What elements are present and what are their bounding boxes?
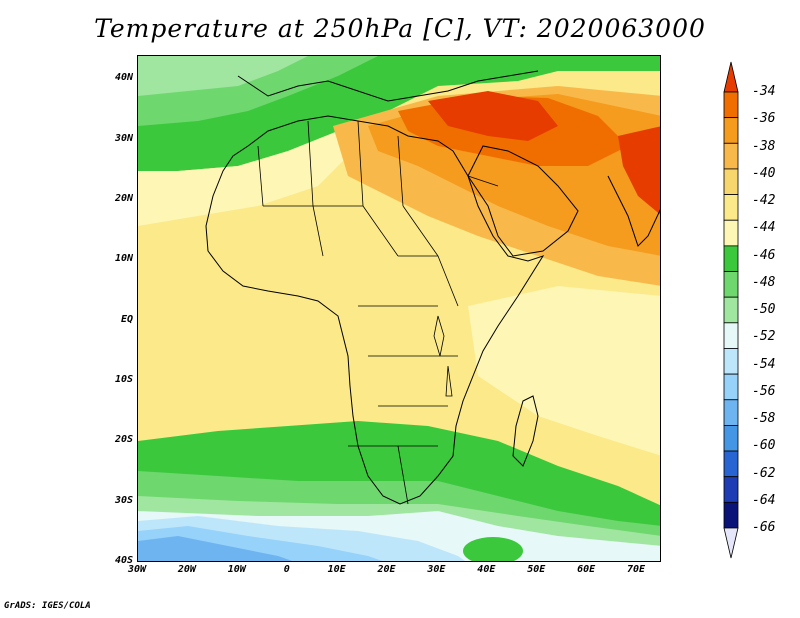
mideast-red-core (428, 91, 558, 141)
lon-tick-label: 20W (177, 564, 196, 575)
page-title: Temperature at 250hPa [C], VT: 202006300… (94, 14, 706, 43)
europe-coastline (237, 70, 539, 102)
colorbar-level-label: -48 (752, 274, 776, 290)
map-field (138, 56, 660, 561)
lon-tick-label: 0 (283, 564, 290, 575)
lon-tick-label: 50E (527, 564, 546, 575)
colorbar-swatch (723, 245, 739, 272)
colorbar-level-label: -40 (752, 165, 776, 181)
lon-tick-label: 70E (627, 564, 646, 575)
colorbar-swatch (723, 425, 739, 452)
south-green-blob (463, 537, 523, 561)
colorbar-level-label: -38 (752, 138, 776, 154)
colorbar-swatch (723, 373, 739, 401)
colorbar-level-label: -60 (752, 438, 776, 454)
india-coast (607, 175, 660, 247)
colorbar-swatch (723, 450, 739, 478)
lon-tick-label: 60E (577, 564, 596, 575)
colorbar-swatch (723, 168, 739, 195)
sahel-pale-band (138, 131, 348, 226)
colorbar-level-label: -50 (752, 302, 776, 317)
lat-tick-label: 40N (114, 72, 133, 84)
lon-tick-label: 40E (477, 564, 496, 575)
lat-tick-label: 30S (114, 494, 133, 506)
colorbar-swatch (723, 348, 739, 375)
lon-tick-label: 10E (327, 564, 346, 575)
south-blue-core (138, 536, 293, 561)
colorbar-level-label: -42 (752, 193, 776, 208)
colorbar-swatch (723, 219, 739, 247)
colorbar-level-label: -54 (752, 356, 776, 372)
lat-tick-label: 40S (114, 555, 133, 566)
colorbar-level-label: -62 (752, 465, 776, 481)
colorbar-swatch (723, 476, 739, 503)
arabia-coastline (467, 145, 579, 257)
africa-coastline (205, 115, 545, 505)
india-red (618, 126, 660, 215)
colorbar-level-label: -56 (752, 383, 776, 399)
lat-tick-label: 10S (114, 373, 133, 385)
colorbar-level-label: -66 (752, 520, 776, 535)
lon-tick-label: 30W (127, 564, 147, 575)
colorbar-level-label: -36 (752, 111, 776, 127)
colorbar-swatch (723, 399, 739, 426)
lat-tick-label: EQ (120, 313, 133, 325)
madagascar-outline (512, 395, 539, 467)
lon-tick-label: 30E (427, 564, 446, 575)
colorbar-swatch (723, 117, 739, 144)
colorbar-swatch (723, 194, 739, 221)
colorbar-level-label: -34 (752, 84, 776, 99)
lat-tick-label: 10N (114, 253, 133, 265)
footer-credit: GrADS: IGES/COLA (4, 601, 91, 611)
colorbar-level-label: -46 (752, 247, 776, 263)
colorbar-swatch (723, 91, 739, 119)
lat-tick-label: 30N (114, 132, 133, 144)
colorbar-max-triangle (723, 61, 739, 93)
colorbar-swatch (723, 501, 739, 529)
lat-tick-label: 20S (114, 434, 133, 446)
colorbar-min-triangle (723, 527, 739, 559)
border-lines (257, 120, 499, 505)
temperature-map (137, 55, 661, 562)
colorbar-swatch (723, 271, 739, 298)
great-lakes (433, 315, 453, 397)
colorbar-swatch (723, 296, 739, 324)
colorbar-level-label: -58 (752, 411, 776, 426)
colorbar-swatch (723, 322, 739, 349)
colorbar-level-label: -64 (752, 492, 776, 508)
colorbar (723, 61, 739, 559)
colorbar-swatch (723, 142, 739, 170)
lon-tick-label: 20E (377, 564, 396, 575)
colorbar-level-label: -52 (752, 329, 776, 345)
south-pale-band (468, 286, 660, 456)
lat-tick-label: 20N (114, 192, 133, 204)
lon-tick-label: 10W (227, 564, 246, 575)
colorbar-level-label: -44 (752, 220, 776, 236)
north-pale-green (138, 56, 308, 96)
